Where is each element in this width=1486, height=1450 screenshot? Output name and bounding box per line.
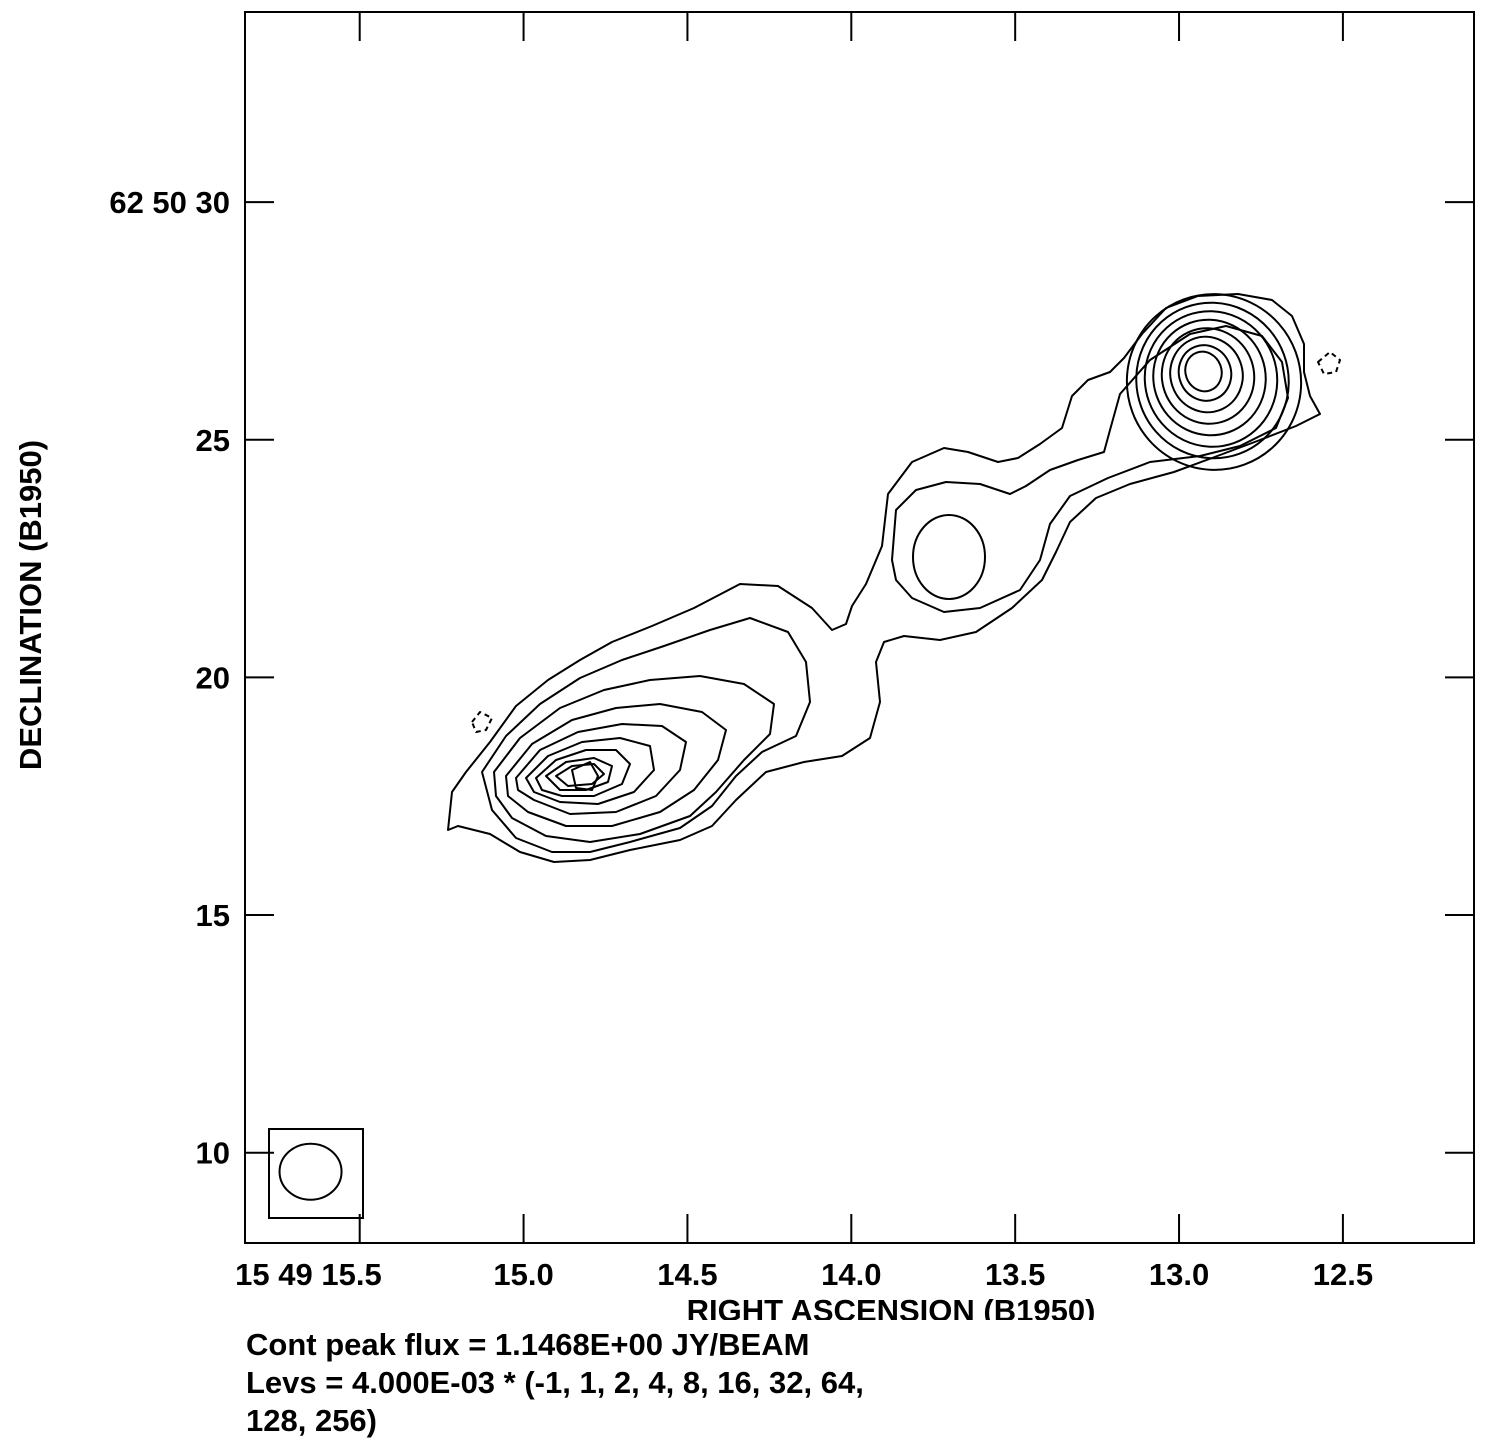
levels-caption: Levs = 4.000E-03 * (-1, 1, 2, 4, 8, 16, … [246,1365,864,1400]
y-tick-label: 25 [196,423,230,458]
x-tick-label: 14.5 [657,1257,717,1292]
contour-nw-level-6 [1152,318,1267,437]
x-tick-label: 13.0 [1149,1257,1209,1292]
contour-core-inner [912,514,986,600]
contour-map: 15 49 15.5 15.0 14.5 14.0 13.5 13.0 12.5 10 15 20… [13,11,1475,1320]
contour-se-level-6 [525,737,655,805]
beam-box [268,1128,364,1219]
contour-nw-level-5 [1143,310,1279,448]
y-tick-label: 20 [196,660,230,695]
x-tick-label: 12.5 [1313,1257,1373,1292]
y-tick-label: 15 [196,898,230,933]
beam-ellipse [278,1142,343,1201]
contour-se-level-4 [505,703,727,827]
contour-level-2-core-nw [891,325,1289,613]
contour-nw-level-3 [1125,293,1303,471]
beam-inset [268,1128,364,1219]
x-tick-label: 15 49 15.5 [235,1257,382,1292]
y-tick-label: 10 [196,1136,230,1171]
contour-se-level-7 [535,749,631,797]
contour-se-level-9 [555,763,605,787]
plot-axes: 15 49 15.5 15.0 14.5 14.0 13.5 13.0 12.5 10 15 20… [109,11,1475,1292]
contour-lines [447,293,1341,863]
x-tick-label: 13.5 [985,1257,1045,1292]
negative-contour-nw [1317,351,1341,375]
y-axis-title: DECLINATION (B1950) [13,440,48,770]
contour-nw-level-10 [1184,350,1223,393]
contour-se-level-8 [545,757,613,791]
contour-se-level-5 [515,723,687,815]
contour-nw-level-8 [1169,335,1244,414]
peak-flux-caption: Cont peak flux = 1.1468E+00 JY/BEAM [246,1327,810,1362]
x-tick-label: 14.0 [821,1257,881,1292]
levels-caption-continued: 128, 256) [246,1403,377,1438]
y-tick-label: 62 50 30 [109,185,230,220]
plot-frame [244,11,1475,1244]
contour-level-2 [481,617,811,853]
negative-contour-se [471,711,493,733]
contour-nw-level-7 [1160,327,1256,425]
contour-se-level-10 [571,761,599,791]
contour-level-1 [447,293,1321,863]
contour-se-level-3 [493,675,775,843]
x-axis-title: RIGHT ASCENSION (B1950) [687,1293,1096,1320]
x-tick-label: 15.0 [493,1257,553,1292]
contour-nw-level-4 [1135,301,1290,460]
contour-nw-level-9 [1177,344,1233,402]
